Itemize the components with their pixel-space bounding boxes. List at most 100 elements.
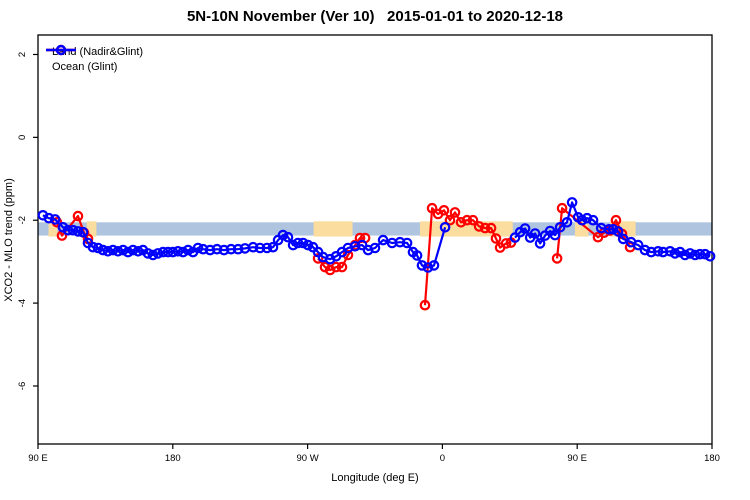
ocean-series-point <box>377 234 389 246</box>
x-tick-label: 90 E <box>28 453 48 464</box>
ocean-series-point <box>356 239 368 251</box>
ocean-series-point <box>581 212 593 224</box>
ocean-series-point <box>267 241 279 253</box>
land-series-point <box>312 253 324 264</box>
ocean-series-point <box>107 244 119 256</box>
ocean-series-point <box>394 236 406 248</box>
ocean-series-point <box>699 248 711 260</box>
land-series-point <box>490 233 502 244</box>
ocean-series-point <box>49 214 61 225</box>
ocean-series-point <box>689 249 701 261</box>
ocean-series-point <box>157 246 169 258</box>
ocean-series-point <box>77 226 89 238</box>
ocean-series-point <box>297 237 309 249</box>
y-tick-label: -4 <box>17 299 28 307</box>
land-series-point <box>444 214 456 226</box>
ocean-series-point <box>684 248 696 259</box>
ocean-series-point <box>369 242 381 254</box>
land-series-point <box>479 222 491 234</box>
ocean-series-point <box>349 241 361 252</box>
highlight-band <box>86 221 97 237</box>
ocean-series-point <box>67 224 79 236</box>
ocean-series-point <box>612 226 624 237</box>
x-tick-label: 180 <box>704 453 720 464</box>
land-series-point <box>556 202 568 214</box>
ocean-series-point <box>287 239 299 251</box>
ocean-series-point <box>669 248 681 259</box>
ocean-series-point <box>232 243 244 255</box>
land-series-point <box>467 214 479 226</box>
land-series-point <box>500 238 512 249</box>
ocean-series-point <box>607 224 619 235</box>
ocean-series-point <box>132 246 144 257</box>
ocean-series-point <box>534 238 546 249</box>
legend: Land (Nadir&Glint) Ocean (Glint) <box>44 44 143 74</box>
ocean-series-point <box>211 243 223 255</box>
ocean-series-point <box>197 243 209 255</box>
ocean-series-point <box>549 229 561 241</box>
y-tick-label: 0 <box>17 135 28 140</box>
highlight-band <box>48 221 58 237</box>
ocean-series-point <box>657 246 669 258</box>
land-series-point <box>461 214 473 226</box>
ocean-series-point <box>277 229 289 241</box>
x-tick-label: 0 <box>440 453 445 464</box>
y-tick-label: -2 <box>17 216 28 224</box>
ocean-series-point <box>519 223 531 234</box>
ocean-series-point <box>401 237 413 249</box>
ocean-series-point <box>97 244 109 256</box>
ocean-series-point <box>102 246 114 257</box>
ocean-series-point <box>92 242 104 254</box>
ocean-series-point <box>177 246 189 258</box>
ocean-series-point <box>261 242 273 254</box>
ocean-series-point <box>142 248 154 259</box>
ocean-series-point <box>704 250 716 262</box>
ocean-series-point <box>439 222 451 233</box>
ocean-series-point <box>428 260 440 271</box>
ocean-series-point <box>561 217 573 228</box>
land-series-point <box>72 210 84 222</box>
ocean-series-point <box>204 244 216 256</box>
ocean-series-point <box>652 246 664 257</box>
ocean-series-point <box>566 197 578 208</box>
ocean-series-point <box>645 246 657 258</box>
plot-box <box>37 34 713 445</box>
ocean-series-point <box>182 244 194 256</box>
land-series-point <box>455 217 467 228</box>
ocean-series-point <box>302 239 314 251</box>
ocean-series-point <box>218 244 230 256</box>
y-tick-label: -6 <box>17 382 28 390</box>
ocean-series-point <box>576 214 588 226</box>
ocean-series-point <box>411 250 423 261</box>
ocean-series-point <box>422 262 434 273</box>
ocean-series-point <box>679 249 691 261</box>
ocean-series-point <box>127 244 139 256</box>
land-series-point <box>336 261 348 273</box>
highlight-band <box>313 221 353 237</box>
land-series-point <box>438 205 450 216</box>
ocean-series-point <box>694 248 706 260</box>
ocean-series-point <box>112 246 124 257</box>
x-tick-label: 90 W <box>297 453 319 464</box>
y-axis-label: XCO2 - MLO trend (ppm) <box>3 178 15 302</box>
ocean-series-point <box>162 246 174 258</box>
ocean-series-point <box>554 222 566 233</box>
land-series-point <box>426 202 438 214</box>
ocean-series-point <box>587 214 599 226</box>
legend-label-ocean: Ocean (Glint) <box>52 60 118 73</box>
ocean-series-point <box>416 260 428 271</box>
land-series-point <box>551 253 563 264</box>
land-series-point <box>473 221 485 232</box>
legend-ocean-line-marker-icon <box>46 44 76 56</box>
ocean-series-point <box>152 248 164 259</box>
ocean-series-point <box>147 249 159 261</box>
ocean-series-point <box>664 246 676 257</box>
ocean-series-point <box>117 244 129 256</box>
ocean-series-point <box>43 212 55 224</box>
land-series-point <box>485 222 497 234</box>
ocean-series-point <box>639 244 651 256</box>
ocean-series-point <box>122 246 134 258</box>
ocean-series-point <box>254 242 266 254</box>
